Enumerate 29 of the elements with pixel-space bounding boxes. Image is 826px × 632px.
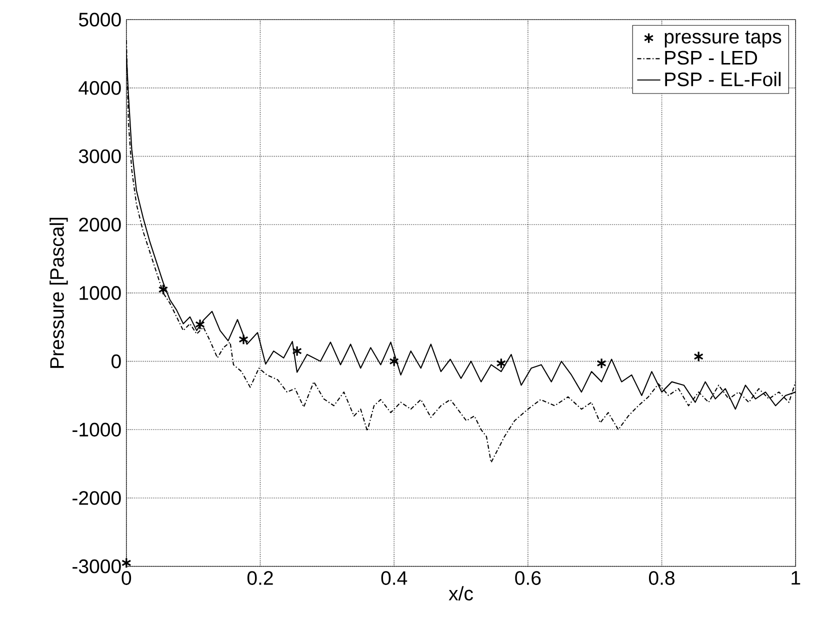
point [292,346,302,357]
point [496,358,506,369]
y-tick-label: 5000 [78,12,121,27]
x-tick-label: 1 [792,571,800,585]
x-tick-label: 0.4 [381,571,408,585]
point [596,358,606,369]
point [238,334,248,345]
y-tick-label: 3000 [78,149,121,164]
point [121,557,132,568]
legend-label: pressure taps [664,30,782,48]
x-tick-label: 0 [122,571,132,585]
point [694,350,704,362]
y-tick-label: -1000 [72,422,121,437]
y-tick-label: 2000 [79,218,121,232]
x-tick-label: 0.6 [515,571,541,585]
y-axis-title: Pressure [Pascal] [50,218,68,368]
point [195,318,205,330]
legend-label: PSP - LED [665,50,758,65]
x-tick-label: 0.2 [247,571,273,585]
y-tick-label: 4000 [78,81,121,95]
legend-label: PSP - EL-Foil [665,72,781,86]
y-tick-label: -2000 [72,491,121,505]
y-tick-label: -3000 [72,559,121,574]
x-axis-title: x/c [448,586,473,600]
point [158,284,168,296]
y-tick-label: 0 [112,354,121,368]
point [389,356,400,367]
x-tick-label: 0.8 [648,571,675,585]
y-tick-label: 1000 [80,286,121,300]
